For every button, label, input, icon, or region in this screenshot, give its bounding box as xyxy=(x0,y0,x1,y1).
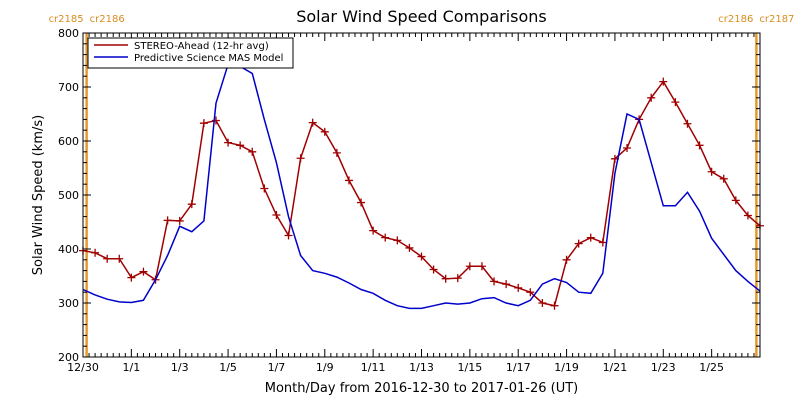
data-point-marker xyxy=(369,226,378,235)
y-tick-label: 700 xyxy=(58,81,79,94)
series-line-0 xyxy=(82,80,761,307)
data-point-marker xyxy=(199,119,208,128)
y-tick-label: 200 xyxy=(58,351,79,364)
data-point-marker xyxy=(163,216,172,225)
x-tick-label: 1/25 xyxy=(699,361,724,374)
data-point-marker xyxy=(187,200,196,209)
data-point-marker xyxy=(671,98,680,107)
data-point-marker xyxy=(526,288,535,297)
data-point-marker xyxy=(441,274,450,283)
plot-frame xyxy=(82,32,761,358)
x-tick-label: 1/5 xyxy=(219,361,237,374)
data-point-marker xyxy=(91,248,100,257)
data-point-marker xyxy=(393,236,402,245)
data-point-marker xyxy=(357,198,366,207)
y-axis-title: Solar Wind Speed (km/s) xyxy=(31,115,46,275)
data-point-marker xyxy=(344,176,353,185)
data-point-marker xyxy=(477,262,486,271)
data-point-marker xyxy=(115,254,124,263)
data-point-marker xyxy=(574,239,583,248)
legend-label-1: Predictive Science MAS Model xyxy=(134,53,283,64)
data-point-marker xyxy=(743,211,752,220)
data-point-marker xyxy=(224,138,233,147)
data-point-marker xyxy=(562,255,571,264)
data-point-marker xyxy=(127,273,136,282)
data-point-marker xyxy=(429,265,438,274)
x-tick-label: 1/11 xyxy=(361,361,386,374)
carrington-label-left: cr2185 xyxy=(49,14,84,25)
x-tick-label: 1/21 xyxy=(603,361,628,374)
x-tick-label: 1/19 xyxy=(554,361,579,374)
data-point-marker xyxy=(453,274,462,283)
data-point-marker xyxy=(320,127,329,136)
data-point-marker xyxy=(586,233,595,242)
y-tick-label: 800 xyxy=(58,27,79,40)
data-point-marker xyxy=(647,93,656,102)
y-tick-label: 600 xyxy=(58,135,79,148)
data-point-marker xyxy=(175,216,184,225)
x-tick-label: 1/3 xyxy=(171,361,189,374)
legend-label-0: STEREO-Ahead (12-hr avg) xyxy=(134,41,269,52)
y-tick-label: 300 xyxy=(58,297,79,310)
data-point-marker xyxy=(598,238,607,247)
x-tick-label: 1/23 xyxy=(651,361,676,374)
carrington-label-left: cr2186 xyxy=(718,14,753,25)
carrington-label-right: cr2187 xyxy=(759,14,794,25)
data-point-marker xyxy=(284,231,293,240)
data-point-marker xyxy=(659,77,668,86)
data-point-marker xyxy=(103,254,112,263)
data-point-marker xyxy=(332,148,341,157)
data-point-marker xyxy=(308,118,317,127)
chart-title: Solar Wind Speed Comparisons xyxy=(296,7,547,26)
x-tick-label: 12/30 xyxy=(67,361,99,374)
data-point-marker xyxy=(502,280,511,289)
data-point-marker xyxy=(139,267,148,276)
data-point-marker xyxy=(550,301,559,310)
x-tick-label: 1/1 xyxy=(123,361,141,374)
data-point-marker xyxy=(296,154,305,163)
data-point-marker xyxy=(695,141,704,150)
data-point-marker xyxy=(538,299,547,307)
data-point-marker xyxy=(731,196,740,205)
data-point-marker xyxy=(236,141,245,150)
data-point-marker xyxy=(211,116,220,125)
data-point-marker xyxy=(417,252,426,261)
x-tick-label: 1/13 xyxy=(409,361,434,374)
x-tick-label: 1/17 xyxy=(506,361,531,374)
x-axis-title: Month/Day from 2016-12-30 to 2017-01-26 … xyxy=(265,381,578,396)
legend-box xyxy=(87,37,294,69)
data-point-marker xyxy=(405,243,414,252)
series-line-1 xyxy=(82,63,761,310)
y-tick-label: 400 xyxy=(58,243,79,256)
data-point-marker xyxy=(719,174,728,183)
data-point-marker xyxy=(260,184,269,193)
data-point-marker xyxy=(623,144,632,153)
data-point-marker xyxy=(514,283,523,292)
data-point-marker xyxy=(490,277,499,286)
carrington-label-right: cr2186 xyxy=(90,14,125,25)
data-point-marker xyxy=(272,210,281,219)
x-tick-label: 1/9 xyxy=(316,361,334,374)
y-tick-label: 500 xyxy=(58,189,79,202)
data-point-marker xyxy=(707,167,716,176)
data-point-marker xyxy=(465,262,474,271)
data-point-marker xyxy=(381,233,390,242)
data-point-marker xyxy=(248,147,257,156)
x-tick-label: 1/15 xyxy=(458,361,483,374)
x-tick-label: 1/7 xyxy=(268,361,286,374)
data-point-marker xyxy=(683,119,692,128)
